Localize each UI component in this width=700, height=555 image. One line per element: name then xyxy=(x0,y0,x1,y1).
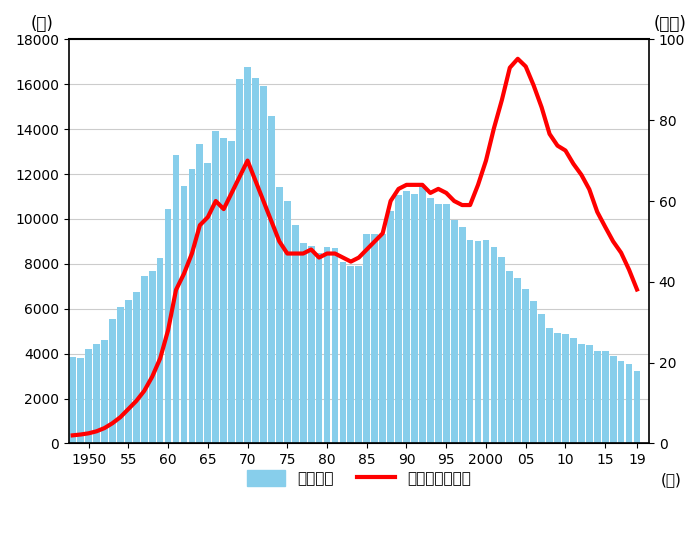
Bar xyxy=(562,334,569,443)
Bar xyxy=(379,234,386,443)
Bar xyxy=(157,258,164,443)
Bar xyxy=(451,220,458,443)
Bar xyxy=(164,209,172,443)
Bar xyxy=(109,319,116,443)
Bar xyxy=(419,186,426,443)
Bar xyxy=(93,344,100,443)
Bar xyxy=(356,265,362,443)
Bar xyxy=(125,300,132,443)
Bar xyxy=(617,361,624,443)
Text: (万件): (万件) xyxy=(654,16,687,33)
Bar xyxy=(443,204,449,443)
Bar xyxy=(482,240,489,443)
Bar xyxy=(340,261,346,443)
Bar xyxy=(141,276,148,443)
Bar xyxy=(363,234,370,443)
Bar xyxy=(244,67,251,443)
Bar xyxy=(276,187,283,443)
Bar xyxy=(602,351,608,443)
Bar xyxy=(252,78,259,443)
Bar xyxy=(610,356,617,443)
Bar xyxy=(586,345,593,443)
Bar xyxy=(308,246,314,443)
Bar xyxy=(347,266,354,443)
Bar xyxy=(212,132,219,443)
Bar xyxy=(411,194,418,443)
Bar xyxy=(538,315,545,443)
Bar xyxy=(475,241,482,443)
Bar xyxy=(387,211,394,443)
Bar xyxy=(228,141,235,443)
Bar xyxy=(498,256,505,443)
Bar xyxy=(554,333,561,443)
Bar xyxy=(578,345,584,443)
Bar xyxy=(181,186,188,443)
Bar xyxy=(69,357,76,443)
Legend: 死亡者数, 自動車事故件数: 死亡者数, 自動車事故件数 xyxy=(241,464,477,492)
Bar xyxy=(467,240,473,443)
Bar xyxy=(458,227,466,443)
Bar xyxy=(634,371,640,443)
Bar xyxy=(570,338,577,443)
Bar xyxy=(316,254,323,443)
Bar xyxy=(197,144,203,443)
Bar xyxy=(133,292,140,443)
Bar xyxy=(506,270,513,443)
Bar xyxy=(260,86,267,443)
Bar xyxy=(149,271,155,443)
Bar xyxy=(292,225,299,443)
Bar xyxy=(546,327,553,443)
Bar xyxy=(77,359,84,443)
Bar xyxy=(531,301,537,443)
Bar xyxy=(300,243,307,443)
Bar xyxy=(522,289,529,443)
Bar xyxy=(514,278,521,443)
Bar xyxy=(626,364,632,443)
Bar xyxy=(395,195,402,443)
Bar xyxy=(173,155,179,443)
Bar xyxy=(101,340,108,443)
Bar xyxy=(117,306,124,443)
Bar xyxy=(594,351,601,443)
Bar xyxy=(332,248,338,443)
Bar xyxy=(236,78,243,443)
Bar xyxy=(204,163,211,443)
Bar xyxy=(323,247,330,443)
Bar xyxy=(284,201,290,443)
Text: (人): (人) xyxy=(31,16,54,33)
Bar xyxy=(491,247,497,443)
Text: (年): (年) xyxy=(661,472,681,487)
Bar xyxy=(85,349,92,443)
Bar xyxy=(371,234,378,443)
Bar xyxy=(427,198,434,443)
Bar xyxy=(188,169,195,443)
Bar xyxy=(403,191,410,443)
Bar xyxy=(435,204,442,443)
Bar xyxy=(268,117,275,443)
Bar xyxy=(220,138,227,443)
